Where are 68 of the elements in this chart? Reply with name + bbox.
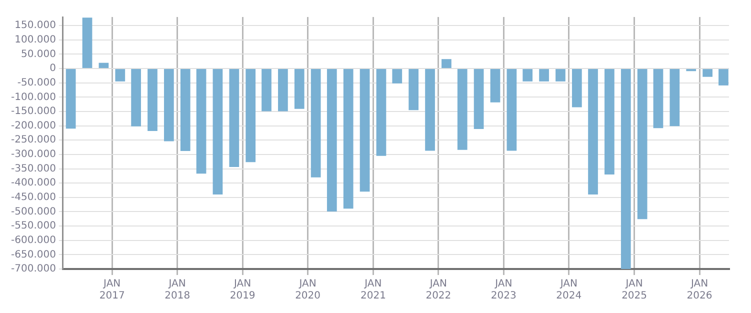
bar [98, 62, 109, 68]
bar [246, 69, 256, 162]
y-tick-label: 50.000 [20, 48, 56, 60]
y-tick-label: -200.000 [10, 120, 56, 132]
bar [164, 69, 174, 142]
y-tick-label: -250.000 [10, 134, 56, 146]
bar [294, 69, 304, 109]
bar [425, 69, 435, 151]
x-tick-label: JAN 2021 [360, 278, 386, 302]
bar [82, 18, 92, 68]
y-tick-label: 150.000 [14, 20, 56, 32]
bar [376, 69, 386, 156]
bar [556, 69, 566, 82]
x-tick-label: JAN 2022 [426, 278, 452, 302]
y-tick-label: -550.000 [10, 220, 56, 232]
bar [637, 69, 648, 220]
y-tick-label: -350.000 [10, 163, 56, 174]
y-tick-label: -150.000 [10, 106, 56, 118]
x-tick-label: JAN 2024 [556, 278, 582, 302]
bar [490, 69, 500, 102]
y-tick-label: -400.000 [10, 178, 56, 189]
bar [718, 69, 728, 86]
x-tick-label: JAN 2018 [164, 278, 190, 302]
bar [196, 69, 206, 174]
bar [360, 69, 370, 192]
bar [620, 69, 631, 269]
bar [180, 69, 190, 152]
bar [572, 69, 582, 108]
bar [343, 69, 354, 209]
bar [310, 69, 321, 178]
y-tick-label: -50.000 [17, 77, 56, 88]
bar [522, 69, 533, 82]
x-tick-label: JAN 2023 [490, 278, 516, 302]
bar [506, 69, 517, 151]
y-tick-label: -450.000 [10, 192, 56, 204]
bar [131, 69, 141, 126]
y-tick-label: -600.000 [10, 234, 56, 246]
y-tick-label: -100.000 [10, 92, 56, 103]
bar [588, 69, 598, 195]
y-tick-label: -700.000 [10, 264, 56, 275]
bar [408, 69, 419, 110]
bar [212, 69, 223, 195]
x-tick-label: JAN 2019 [230, 278, 256, 302]
bar [229, 69, 240, 168]
x-tick-label: JAN 2017 [99, 278, 125, 302]
y-tick-label: -650.000 [10, 249, 56, 260]
bar [653, 69, 664, 128]
x-tick-label: JAN 2026 [686, 278, 712, 302]
bar [326, 69, 337, 212]
bar [392, 69, 402, 84]
y-tick-label: 100.000 [14, 34, 56, 46]
bar [66, 69, 76, 129]
bar [604, 69, 614, 174]
bar [148, 69, 158, 131]
bar [278, 69, 288, 112]
x-tick-label: JAN 2020 [295, 278, 321, 302]
y-tick-label: -500.000 [10, 206, 56, 218]
bar [442, 59, 452, 68]
bar [670, 69, 680, 126]
y-tick-label: -300.000 [10, 149, 56, 160]
bar [474, 69, 484, 129]
bar [457, 69, 468, 150]
bar [539, 69, 549, 82]
bar [115, 69, 126, 82]
y-tick-label: 0 [50, 63, 56, 74]
bar [702, 69, 712, 77]
bar [262, 69, 272, 112]
x-tick-label: JAN 2025 [622, 278, 648, 302]
